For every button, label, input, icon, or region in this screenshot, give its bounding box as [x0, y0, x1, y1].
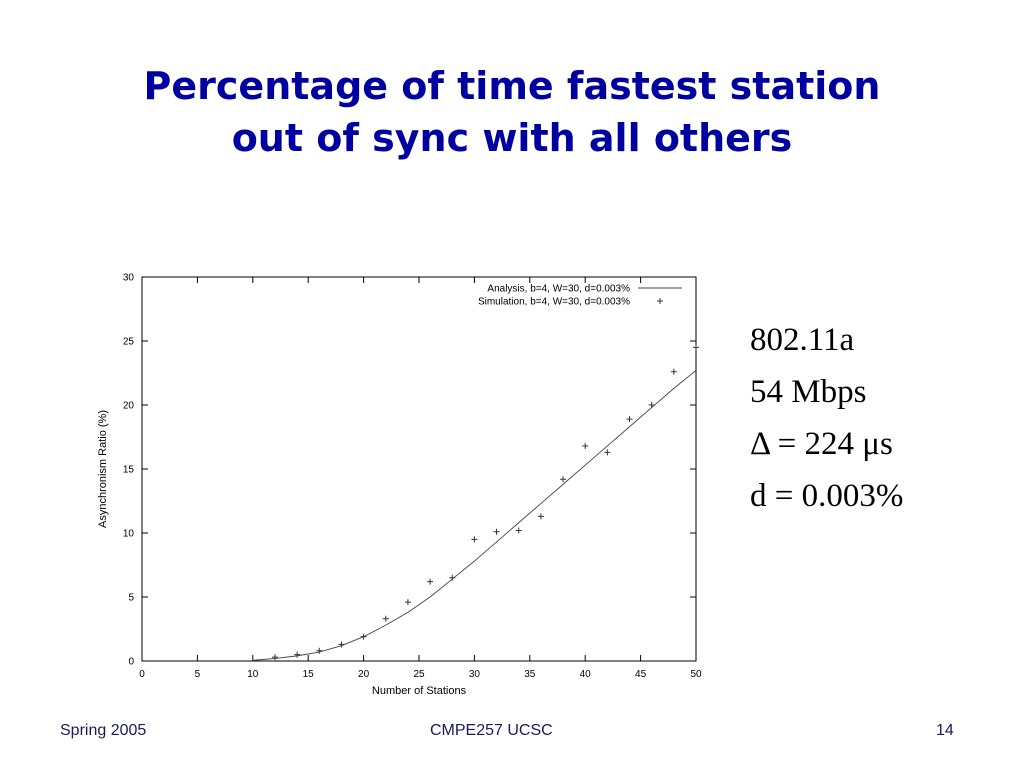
y-tick-label-1: 5 — [128, 593, 134, 604]
x-tick-label-1: 5 — [195, 669, 201, 680]
simulation-point-1 — [294, 651, 301, 658]
note-rate: 54 Mbps — [750, 374, 867, 410]
note-delta: Δ = 224 μs — [750, 426, 893, 462]
x-tick-label-7: 35 — [524, 669, 536, 680]
x-tick-label-5: 25 — [413, 669, 425, 680]
simulation-point-5 — [382, 615, 389, 622]
simulation-point-10 — [493, 528, 500, 535]
parameter-notes: 802.11a 54 Mbps Δ = 224 μs d = 0.003% — [750, 314, 903, 522]
legend-simulation-label: Simulation, b=4, W=30, d=0.003% — [478, 297, 630, 308]
simulation-point-19 — [693, 344, 699, 351]
plot-frame — [141, 276, 697, 662]
x-tick-label-4: 20 — [358, 669, 370, 680]
footer-date: Spring 2005 — [60, 722, 147, 739]
x-tick-label-10: 50 — [690, 669, 702, 680]
footer-course: CMPE257 UCSC — [430, 722, 553, 739]
y-tick-label-3: 15 — [123, 465, 135, 476]
x-tick-label-2: 10 — [247, 669, 259, 680]
slide-title: Percentage of time fastest station out o… — [0, 60, 1024, 164]
y-axis-label: Asynchronism Ratio (%) — [97, 410, 109, 528]
simulation-point-13 — [560, 476, 567, 483]
simulation-point-3 — [338, 641, 345, 648]
note-d: d = 0.003% — [750, 478, 904, 514]
x-axis-label: Number of Stations — [372, 685, 467, 697]
simulation-point-2 — [316, 647, 323, 654]
simulation-point-15 — [604, 449, 611, 456]
simulation-point-4 — [360, 633, 367, 640]
legend-analysis-label: Analysis, b=4, W=30, d=0.003% — [487, 284, 630, 295]
x-tick-label-0: 0 — [139, 669, 145, 680]
footer-page-number: 14 — [936, 722, 954, 739]
simulation-point-7 — [427, 578, 434, 585]
simulation-point-9 — [471, 536, 478, 543]
simulation-point-8 — [449, 574, 456, 581]
simulation-point-0 — [271, 654, 278, 661]
y-tick-label-0: 0 — [128, 657, 134, 668]
slide-title-line-1: Percentage of time fastest station — [143, 64, 881, 108]
x-tick-label-8: 40 — [580, 669, 592, 680]
simulation-point-6 — [404, 599, 411, 606]
x-tick-label-6: 30 — [469, 669, 481, 680]
legend-simulation-swatch — [657, 298, 663, 304]
note-standard: 802.11a — [750, 322, 855, 358]
y-tick-label-5: 25 — [123, 337, 135, 348]
slide-title-line-2: out of sync with all others — [231, 116, 793, 160]
x-tick-label-9: 45 — [635, 669, 647, 680]
y-tick-label-2: 10 — [123, 529, 135, 540]
simulation-point-18 — [670, 368, 677, 375]
series-analysis-line — [252, 370, 697, 661]
simulation-point-12 — [537, 513, 544, 520]
x-tick-label-3: 15 — [303, 669, 315, 680]
simulation-point-11 — [515, 527, 522, 534]
simulation-point-16 — [626, 416, 633, 423]
simulation-point-14 — [582, 442, 589, 449]
y-tick-label-6: 30 — [123, 273, 135, 284]
y-tick-label-4: 20 — [123, 401, 135, 412]
simulation-point-17 — [648, 402, 655, 408]
